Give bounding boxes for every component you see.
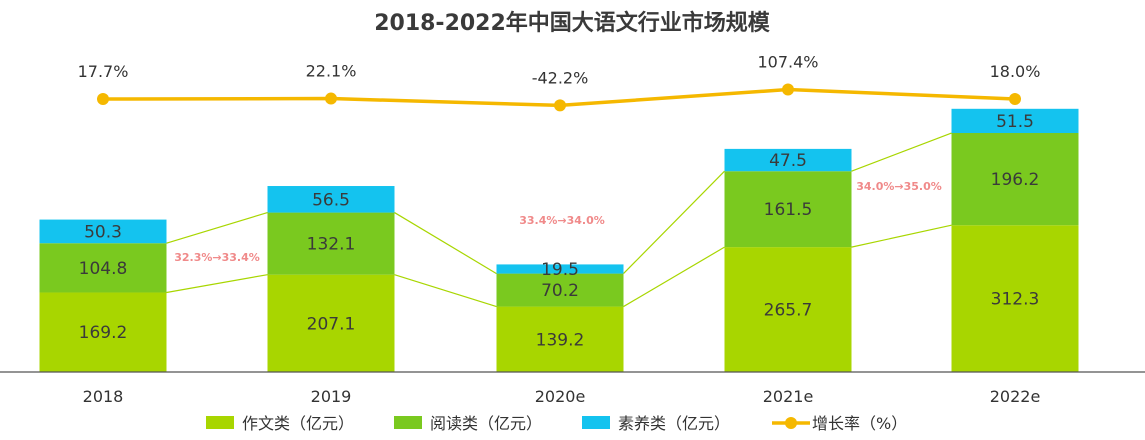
bar-value-label: 207.1 [307, 314, 356, 334]
bar-value-label: 196.2 [991, 170, 1040, 190]
legend-swatch [394, 416, 422, 429]
growth-rate-label: 18.0% [990, 62, 1041, 81]
growth-line: 17.7% 22.1% -42.2% 107.4% 18.0% [78, 53, 1041, 112]
legend-swatch [206, 416, 234, 429]
connector-lines [166, 132, 952, 308]
bar-segment-2019-series-1 [267, 274, 395, 372]
chart-title: 2018-2022年中国大语文行业市场规模 [374, 10, 771, 36]
growth-rate-label: 22.1% [306, 62, 357, 81]
bar-segment-2019-series-3 [267, 186, 395, 213]
share-annotation: 34.0%→35.0% [856, 180, 942, 193]
connector-line [851, 132, 952, 172]
bar-segment-2018-series-1 [39, 292, 167, 372]
x-tick-label: 2019 [311, 387, 352, 406]
share-annotation: 33.4%→34.0% [519, 214, 605, 227]
growth-rate-label: 107.4% [757, 53, 818, 72]
bar-value-label: 169.2 [79, 323, 128, 343]
share-annotation: 32.3%→33.4% [174, 251, 260, 264]
x-tick-label: 2021e [763, 387, 814, 406]
bar-value-label: 265.7 [764, 301, 813, 321]
share-annotations: 32.3%→33.4% 33.4%→34.0% 34.0%→35.0% [174, 180, 942, 264]
growth-point [1009, 92, 1021, 105]
growth-point [554, 99, 566, 112]
bar-value-label: 50.3 [84, 222, 122, 242]
connector-line [394, 212, 497, 275]
bar-value-label: 104.8 [79, 259, 128, 279]
x-tick-label: 2022e [990, 387, 1041, 406]
bar-segment-2018-series-2 [39, 243, 167, 293]
growth-rate-label: -42.2% [532, 68, 589, 87]
growth-rate-label: 17.7% [78, 62, 129, 81]
connector-line [394, 274, 497, 308]
growth-point [782, 83, 794, 96]
bar-value-label: 47.5 [769, 151, 807, 171]
connector-line [166, 274, 268, 294]
bar-value-label: 139.2 [536, 330, 585, 350]
connector-line [623, 246, 725, 308]
bar-segment-2020e-series-1 [496, 306, 624, 372]
bar-segment-2020e-series-3 [496, 264, 624, 274]
bar-value-label: 312.3 [991, 290, 1040, 310]
bar-segment-2021e-series-1 [724, 247, 852, 372]
legend-label: 增长率（%） [812, 414, 907, 433]
bar-segment-2019-series-2 [267, 212, 395, 275]
bar-segment-2020e-series-2 [496, 273, 624, 307]
bar-value-label: 51.5 [996, 112, 1034, 132]
x-tick-label: 2018 [83, 387, 124, 406]
legend-swatch-marker [785, 417, 797, 429]
connector-line [623, 170, 725, 275]
connector-line [166, 212, 268, 244]
connector-line [851, 224, 952, 248]
bar-value-label: 161.5 [764, 200, 813, 220]
x-axis-labels: 2018 2019 2020e 2021e 2022e [83, 387, 1041, 406]
bar-value-label: 56.5 [312, 190, 350, 210]
bar-segment-2022e-series-2 [951, 133, 1079, 226]
x-tick-label: 2020e [535, 387, 586, 406]
bar-value-label: 19.5 [541, 260, 579, 280]
bar-segment-2022e-series-3 [951, 108, 1079, 134]
legend-label: 素养类（亿元） [618, 414, 730, 433]
legend-label: 作文类（亿元） [242, 414, 354, 433]
bars: 169.2 104.8 50.3 207.1 132.1 56.5 139.2 70.219.… [39, 108, 1079, 372]
bar-value-label: 70.2 [541, 281, 579, 301]
bar-segment-2021e-series-2 [724, 171, 852, 248]
bar-value-label: 132.1 [307, 235, 356, 255]
bar-segment-2018-series-3 [39, 219, 167, 244]
legend-swatch [582, 416, 610, 429]
legend-label: 阅读类（亿元） [430, 414, 542, 433]
bar-segment-2021e-series-3 [724, 148, 852, 172]
growth-point [325, 92, 337, 105]
bar-segment-2022e-series-1 [951, 225, 1079, 372]
legend: 作文类（亿元） 阅读类（亿元） 素养类（亿元） 增长率（%） [206, 414, 907, 433]
growth-point [97, 93, 109, 106]
